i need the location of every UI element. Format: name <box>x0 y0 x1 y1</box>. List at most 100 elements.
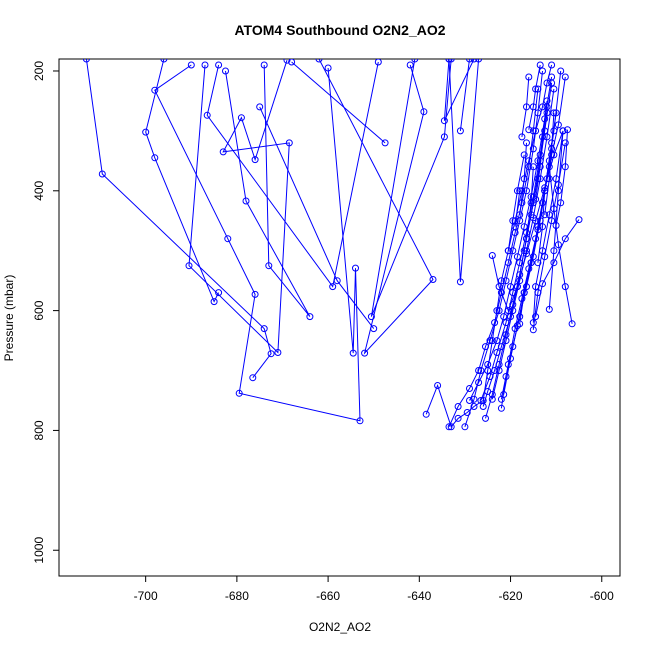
data-point <box>532 313 540 321</box>
series-line <box>528 64 541 130</box>
data-point <box>482 414 489 422</box>
data-point <box>210 298 218 306</box>
series-38 <box>516 139 530 219</box>
data-point <box>525 73 533 81</box>
data-point <box>160 59 168 63</box>
data-point <box>260 61 268 69</box>
data-point <box>352 264 359 272</box>
data-point <box>454 414 462 422</box>
series-36 <box>518 73 533 141</box>
series-line <box>464 70 543 427</box>
data-point <box>523 139 530 147</box>
data-point <box>495 283 503 291</box>
series-line <box>491 130 564 313</box>
data-point <box>525 163 533 171</box>
series-line <box>291 61 386 144</box>
data-point <box>151 86 159 94</box>
data-point <box>523 103 530 111</box>
data-point <box>513 253 521 261</box>
data-point <box>329 283 337 291</box>
series-31 <box>545 127 567 313</box>
data-point <box>500 391 508 398</box>
data-point <box>324 64 332 72</box>
data-point <box>507 355 514 362</box>
data-point <box>550 259 558 267</box>
series-37 <box>534 187 549 267</box>
data-point <box>548 79 556 87</box>
data-point <box>502 277 510 285</box>
data-point <box>477 397 485 404</box>
data-point <box>470 403 478 410</box>
data-point <box>543 79 551 87</box>
series-32 <box>552 126 571 229</box>
series-line <box>521 76 530 137</box>
data-point <box>568 320 576 328</box>
data-point <box>215 289 223 297</box>
data-point <box>447 423 455 431</box>
data-point <box>486 337 494 345</box>
series-30 <box>545 163 576 328</box>
data-point <box>488 337 496 345</box>
data-point <box>564 126 571 134</box>
data-point <box>554 187 562 195</box>
data-point <box>381 139 389 147</box>
series-33 <box>541 109 558 219</box>
data-point <box>374 59 382 66</box>
data-point <box>561 283 569 291</box>
data-point <box>545 305 553 313</box>
data-point <box>541 211 549 219</box>
data-point <box>539 133 546 141</box>
chart-title: ATOM4 Southbound O2N2_AO2 <box>234 22 445 38</box>
data-point <box>488 395 496 403</box>
data-point <box>523 235 530 243</box>
series-34 <box>532 97 551 203</box>
series-line <box>459 59 470 131</box>
data-point <box>187 61 195 69</box>
data-point <box>440 117 448 125</box>
series-line <box>548 166 573 324</box>
data-point <box>249 374 257 382</box>
data-point <box>518 133 526 141</box>
data-point <box>529 127 537 135</box>
data-point <box>333 277 341 285</box>
data-point <box>285 139 293 147</box>
data-point <box>185 262 193 270</box>
data-point <box>495 367 503 374</box>
series-1 <box>82 59 275 382</box>
data-series-group <box>82 59 583 431</box>
data-point <box>201 61 209 69</box>
data-point <box>525 126 533 134</box>
data-point <box>516 320 524 328</box>
data-point <box>447 59 455 63</box>
data-point <box>504 259 512 267</box>
series-line <box>537 190 546 263</box>
data-point <box>532 85 540 93</box>
x-axis-label: O2N2_AO2 <box>309 620 371 634</box>
data-point <box>561 235 569 243</box>
series-17 <box>466 73 556 404</box>
data-point <box>475 367 483 374</box>
data-point <box>541 253 549 261</box>
data-point <box>557 199 565 207</box>
data-point <box>557 67 565 75</box>
data-point <box>504 247 512 255</box>
data-point <box>500 313 508 321</box>
series-line <box>154 64 361 422</box>
data-point <box>529 145 537 153</box>
data-point <box>513 322 521 330</box>
series-line <box>370 59 452 317</box>
series-line <box>519 76 566 324</box>
series-6 <box>203 59 382 291</box>
data-point <box>536 61 544 69</box>
series-line <box>225 64 311 317</box>
data-point <box>539 103 546 111</box>
series-line <box>206 61 379 288</box>
series-line <box>544 112 555 215</box>
data-point <box>237 114 245 122</box>
data-point <box>235 389 243 397</box>
data-point <box>349 349 357 357</box>
series-5 <box>222 61 314 321</box>
data-point <box>429 276 437 283</box>
data-point <box>552 109 560 117</box>
